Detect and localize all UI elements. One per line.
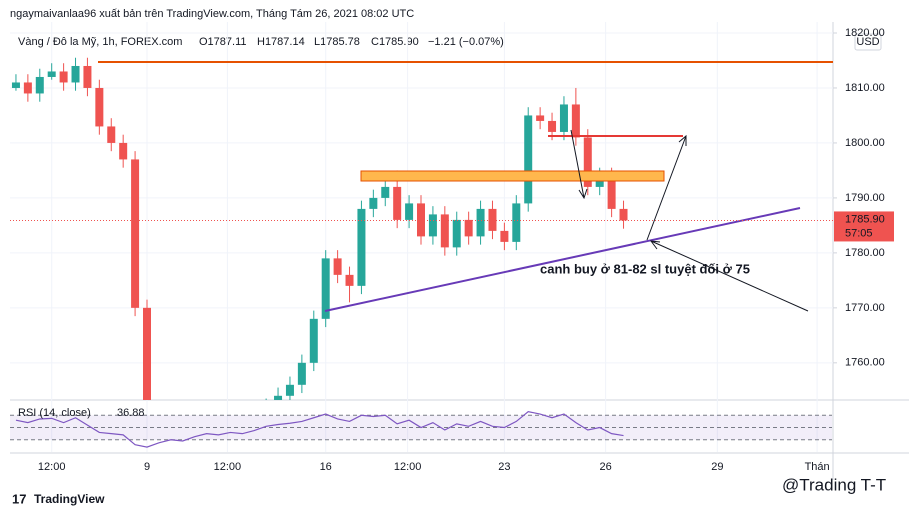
candle-body (393, 186, 402, 220)
candle-body (47, 71, 56, 77)
y-tick-label: 1800.00 (845, 137, 885, 149)
rsi-line (15, 410, 624, 448)
last-price-box (834, 211, 894, 242)
candle-body (417, 203, 425, 237)
candle-body (95, 87, 104, 127)
candle-body (297, 362, 306, 385)
candle-body (309, 318, 318, 363)
currency: USD (856, 36, 879, 48)
candle-body (35, 76, 44, 94)
candle-body (583, 137, 592, 187)
candle-body (619, 208, 628, 221)
candle-body (71, 65, 80, 83)
rsi-value: 36.88 (117, 407, 145, 419)
y-tick-label: 1790.00 (845, 192, 885, 204)
candle-body (464, 219, 473, 237)
candle-body (524, 115, 533, 204)
x-tick-label: 23 (498, 461, 510, 473)
y-tick-label: 1820.00 (845, 27, 885, 39)
candle-body (143, 307, 151, 400)
candle-body (357, 208, 366, 286)
brand-logo: 17 (12, 491, 26, 506)
candle-body (131, 159, 140, 308)
x-tick-label: 29 (711, 461, 723, 473)
candle-body (571, 104, 580, 138)
candle-body (452, 219, 461, 248)
currency-box (854, 33, 882, 51)
candle-body (59, 71, 68, 83)
candle-body (476, 208, 485, 237)
symbol: Vàng / Đô la Mỹ, 1h, FOREX.com (18, 36, 182, 48)
trendline (324, 207, 801, 312)
ohlc-close: C1785.90 (371, 36, 419, 48)
x-tick-label: 26 (600, 461, 612, 473)
y-tick-label: 1770.00 (845, 302, 885, 314)
candle-body (607, 175, 616, 209)
ohlc-change: −1.21 (−0.07%) (428, 36, 504, 48)
arrows (570, 129, 809, 312)
candle-body (23, 82, 32, 94)
y-tick-label: 1810.00 (845, 82, 885, 94)
candle-body (107, 126, 116, 143)
candle-body (536, 115, 545, 121)
x-tick-label: 12:00 (38, 461, 66, 473)
y-tick-label: 1760.00 (845, 357, 885, 369)
ohlc-low: L1785.78 (314, 36, 360, 48)
candle-body (405, 203, 414, 220)
published-line: ngaymaivanlaa96 xuất bản trên TradingVie… (10, 8, 414, 20)
trade-note: canh buy ở 81-82 sl tuyệt đối ở 75 (540, 261, 750, 276)
candle-body (500, 230, 509, 242)
brand: TradingView (34, 492, 105, 506)
candle-body (274, 395, 283, 400)
candle-body (440, 214, 449, 248)
ohlc-high: H1787.14 (257, 36, 305, 48)
candle-body (321, 258, 330, 319)
supply-zone (360, 170, 665, 182)
candle-body (488, 208, 497, 231)
rsi-name: RSI (14, close) (18, 407, 91, 419)
last-price-label: 1785.90 (845, 213, 885, 225)
candle-body (512, 203, 521, 242)
candle-body (285, 384, 294, 396)
candle-body (559, 104, 568, 132)
candle-body (333, 258, 342, 275)
candle-body (11, 82, 20, 88)
watermark: @Trading T-T (782, 475, 886, 494)
candle-body (345, 274, 354, 286)
candle-body (428, 214, 437, 237)
x-tick-label: Thán (805, 461, 830, 473)
x-tick-label: 12:00 (394, 461, 422, 473)
candle-body (381, 186, 390, 198)
x-tick-label: 16 (320, 461, 332, 473)
candle-body (83, 65, 92, 88)
x-tick-label: 9 (144, 461, 150, 473)
x-tick-label: 12:00 (214, 461, 242, 473)
ohlc-open: O1787.11 (199, 36, 247, 48)
candle-body (119, 142, 128, 160)
countdown: 57:05 (845, 227, 873, 239)
candle-body (548, 120, 557, 132)
y-tick-label: 1780.00 (845, 247, 885, 259)
candle-body (369, 197, 378, 209)
